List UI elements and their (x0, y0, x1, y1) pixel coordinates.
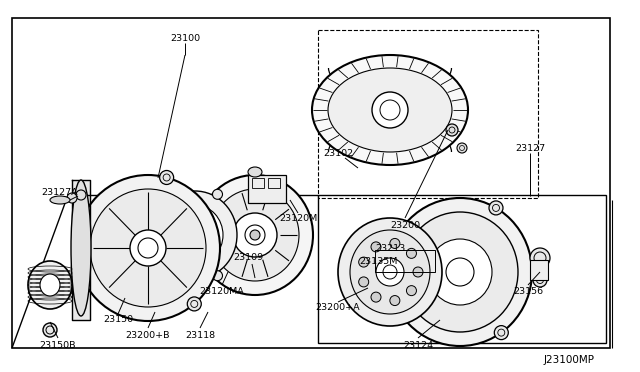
Bar (530, 260, 548, 280)
Ellipse shape (71, 180, 91, 316)
Bar (318, 195, 606, 343)
Circle shape (130, 230, 166, 266)
Bar (318, 30, 538, 198)
Text: 23127: 23127 (515, 144, 545, 153)
Circle shape (489, 201, 503, 215)
Circle shape (358, 257, 369, 267)
Text: 23200+A: 23200+A (316, 304, 360, 312)
Text: 23127A: 23127A (42, 187, 78, 196)
Circle shape (233, 213, 277, 257)
Text: 23102: 23102 (323, 148, 353, 157)
Text: 23150: 23150 (103, 315, 133, 324)
Circle shape (446, 124, 458, 136)
Circle shape (371, 292, 381, 302)
Text: 23120M: 23120M (279, 214, 317, 222)
Circle shape (67, 193, 77, 203)
Bar (268, 178, 280, 188)
Circle shape (212, 271, 223, 281)
Bar (375, 250, 435, 272)
Circle shape (406, 248, 417, 259)
Circle shape (413, 267, 423, 277)
Circle shape (250, 230, 260, 240)
Ellipse shape (40, 274, 60, 296)
Text: 23200+B: 23200+B (125, 330, 170, 340)
Ellipse shape (388, 198, 532, 346)
Circle shape (530, 248, 550, 268)
Text: 23156: 23156 (513, 288, 543, 296)
Text: 23135M: 23135M (359, 257, 397, 266)
Circle shape (381, 272, 396, 285)
Circle shape (159, 170, 173, 185)
Text: 23213: 23213 (375, 244, 405, 253)
Bar (252, 178, 264, 188)
Ellipse shape (350, 230, 430, 314)
Circle shape (372, 92, 408, 128)
Text: 23200: 23200 (390, 221, 420, 230)
Circle shape (145, 230, 155, 240)
Ellipse shape (402, 212, 518, 332)
Circle shape (358, 277, 369, 287)
Circle shape (43, 323, 57, 337)
Circle shape (390, 296, 400, 305)
Circle shape (406, 286, 417, 296)
Ellipse shape (28, 261, 72, 309)
Circle shape (212, 189, 223, 199)
Text: 23100: 23100 (170, 33, 200, 42)
Ellipse shape (428, 239, 492, 305)
Circle shape (457, 143, 467, 153)
Bar (12, 18, 610, 348)
Circle shape (188, 297, 202, 311)
Ellipse shape (248, 167, 262, 177)
Ellipse shape (211, 189, 299, 281)
Circle shape (494, 326, 508, 340)
Ellipse shape (76, 175, 220, 321)
Text: 23150B: 23150B (40, 340, 76, 350)
Text: 23120MA: 23120MA (200, 288, 244, 296)
Ellipse shape (153, 191, 237, 279)
Text: 23109: 23109 (233, 253, 263, 263)
Text: 23118: 23118 (185, 330, 215, 340)
Polygon shape (72, 180, 90, 320)
Circle shape (371, 242, 381, 252)
Ellipse shape (338, 218, 442, 326)
Circle shape (390, 238, 400, 248)
Ellipse shape (328, 68, 452, 152)
Ellipse shape (167, 205, 223, 265)
Bar (248, 175, 286, 203)
Ellipse shape (90, 189, 206, 307)
Circle shape (72, 260, 86, 274)
Circle shape (376, 258, 404, 286)
Ellipse shape (312, 55, 468, 165)
Text: J23100MP: J23100MP (544, 355, 595, 365)
Ellipse shape (197, 175, 313, 295)
Text: 23124: 23124 (403, 340, 433, 350)
Ellipse shape (50, 196, 70, 204)
Circle shape (533, 273, 547, 287)
